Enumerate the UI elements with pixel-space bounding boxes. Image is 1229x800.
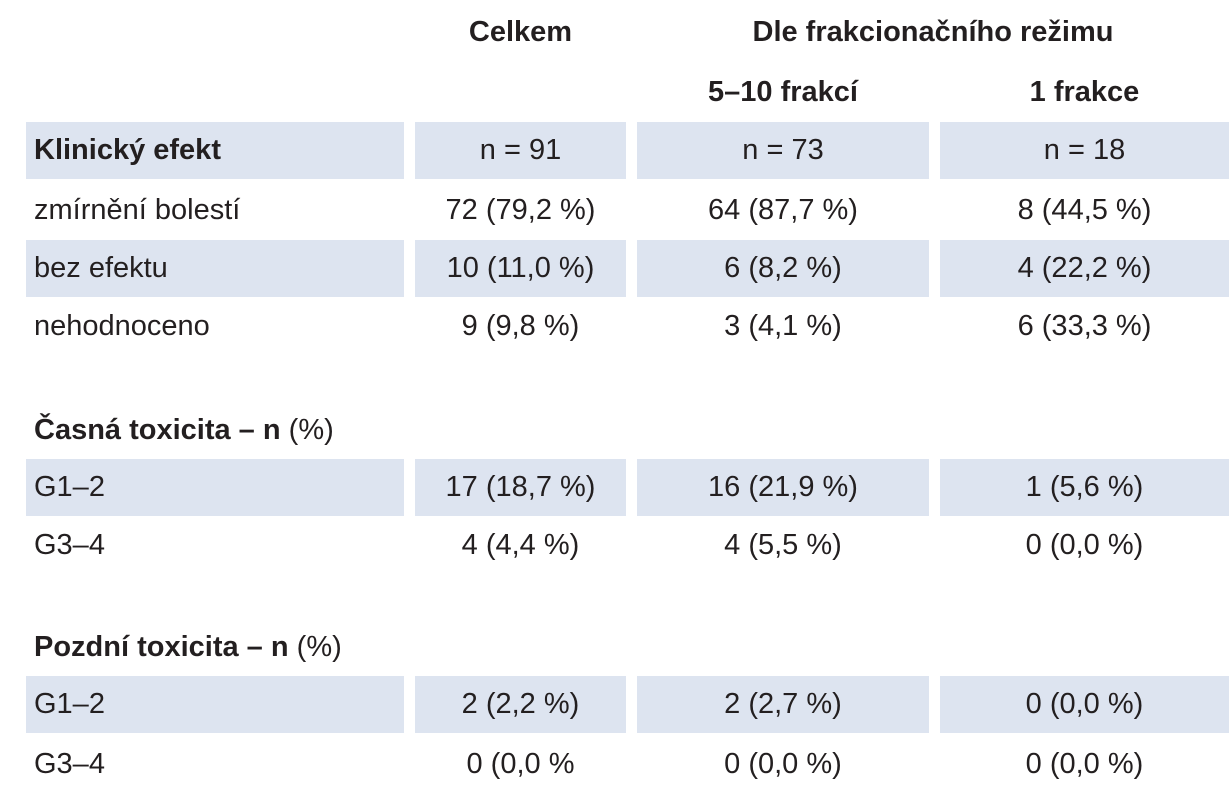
table-cell: 0 (0,0 %) <box>940 676 1229 733</box>
table-cell: 2 (2,2 %) <box>415 676 626 733</box>
section-title-early-pct: (%) <box>288 414 334 446</box>
section-title-early-text: Časná toxicita – n <box>34 414 281 446</box>
table-cell: 0 (0,0 %) <box>724 748 842 780</box>
table-cell: 4 (22,2 %) <box>940 240 1229 297</box>
table-cell: 6 (33,3 %) <box>1017 310 1152 342</box>
header-group: Dle frakcionačního režimu <box>752 16 1114 48</box>
section-title-late: Pozdní toxicita – n (%) <box>26 619 626 676</box>
table-cell: 17 (18,7 %) <box>415 459 626 516</box>
row-label: bez efektu <box>26 240 404 297</box>
section-title-clinical: Klinický efekt <box>26 122 404 179</box>
table-cell: 0 (0,0 %) <box>1025 529 1144 561</box>
table-cell: 8 (44,5 %) <box>1017 194 1152 226</box>
table-cell: 10 (11,0 %) <box>415 240 626 297</box>
header-celkem: Celkem <box>468 16 573 48</box>
row-label: G1–2 <box>26 676 404 733</box>
table-cell: 64 (87,7 %) <box>708 194 858 226</box>
n-celkem: n = 91 <box>415 122 626 179</box>
section-title-late-text: Pozdní toxicita – n <box>34 631 289 663</box>
row-label: G3–4 <box>34 748 105 780</box>
table-cell: 6 (8,2 %) <box>637 240 929 297</box>
header-sub-5-10: 5–10 frakcí <box>708 76 858 108</box>
table-cell: 0 (0,0 %) <box>1025 748 1144 780</box>
table-cell: 4 (4,4 %) <box>461 529 580 561</box>
table-cell: 2 (2,7 %) <box>637 676 929 733</box>
section-title-late-pct: (%) <box>296 631 342 663</box>
table-cell: 4 (5,5 %) <box>724 529 842 561</box>
row-label: zmírnění bolestí <box>34 194 241 226</box>
row-label: nehodnoceno <box>34 310 210 342</box>
row-label: G1–2 <box>26 459 404 516</box>
table-cell: 0 (0,0 % <box>466 748 575 780</box>
row-label: G3–4 <box>34 529 105 561</box>
header-sub-1: 1 frakce <box>1029 76 1140 108</box>
table-cell: 3 (4,1 %) <box>724 310 842 342</box>
section-title-early: Časná toxicita – n (%) <box>26 402 626 459</box>
table-cell: 16 (21,9 %) <box>637 459 929 516</box>
n-5-10: n = 73 <box>637 122 929 179</box>
n-1: n = 18 <box>940 122 1229 179</box>
table-cell: 9 (9,8 %) <box>461 310 580 342</box>
table-cell: 72 (79,2 %) <box>445 194 596 226</box>
table-cell: 1 (5,6 %) <box>940 459 1229 516</box>
